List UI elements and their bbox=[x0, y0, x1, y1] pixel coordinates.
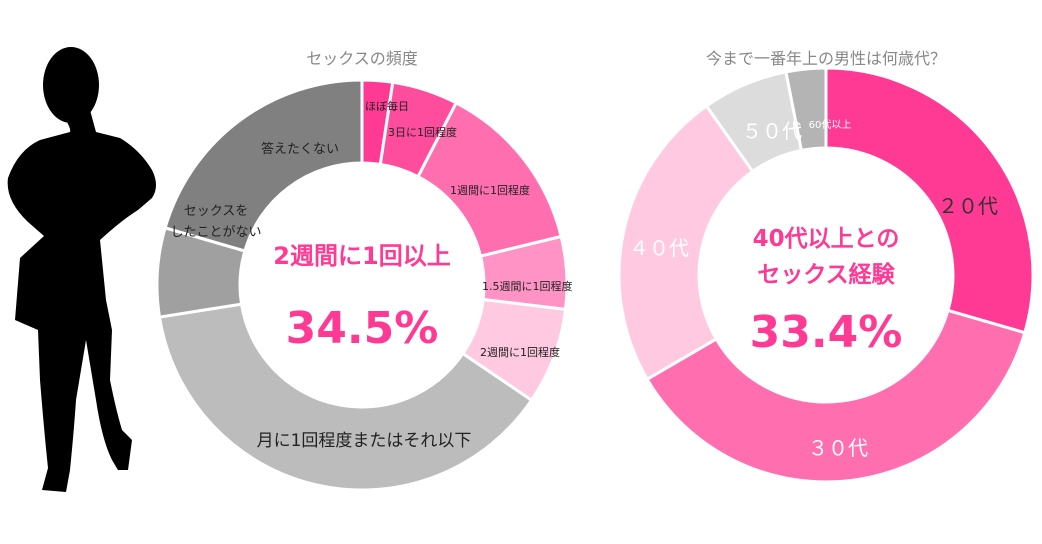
chart-title: 今まで一番年上の男性は何歳代？ bbox=[706, 49, 946, 68]
slice-label: ４０代 bbox=[629, 236, 689, 260]
slice-label: 2週間に1回程度 bbox=[480, 345, 560, 359]
chart-title: セックスの頻度 bbox=[306, 49, 418, 68]
slices-group bbox=[617, 66, 1035, 484]
slices-group bbox=[155, 78, 569, 492]
slice-label: セックスをしたことがない bbox=[170, 204, 261, 240]
slice-label: 答えたくない bbox=[261, 141, 339, 157]
slice-label: ２０代 bbox=[938, 194, 998, 218]
chart-oldest-partner: 今まで一番年上の男性は何歳代？ ２０代 ３０代 ４０代 ５０代 60代以上 40代以上と… bbox=[617, 49, 1035, 484]
center-value: 34.5% bbox=[286, 303, 439, 354]
woman-silhouette-icon bbox=[7, 47, 157, 492]
slice-label: ５０代 bbox=[742, 119, 802, 143]
pie-slice bbox=[617, 103, 755, 382]
slice-label: 3日に1回程度 bbox=[388, 125, 457, 139]
pie-slice bbox=[163, 78, 364, 253]
slice-label: 60代以上 bbox=[809, 119, 852, 131]
labels-group: ほぼ毎日 3日に1回程度 1週間に1回程度 1.5週間に1回程度 2週間に1回程度月に1… bbox=[170, 100, 572, 451]
pie-slice bbox=[784, 66, 828, 153]
labels-group: ２０代 ３０代 ４０代 ５０代 60代以上 bbox=[629, 119, 998, 460]
chart-frequency: セックスの頻度 ほぼ毎日 3日に1回程度 1週間に1回程度 1.5週間に1回程度 2週間… bbox=[155, 49, 573, 492]
slice-label: ほぼ毎日 bbox=[365, 100, 409, 113]
slice-label: 1.5週間に1回程度 bbox=[482, 279, 573, 293]
center-value: 33.4% bbox=[750, 307, 903, 358]
center-line-2: セックス経験 bbox=[757, 261, 895, 288]
pie-slice bbox=[157, 302, 534, 492]
slice-label: ３０代 bbox=[808, 436, 868, 460]
pie-slice bbox=[645, 308, 1027, 484]
slice-label: 月に1回程度またはそれ以下 bbox=[257, 431, 472, 451]
slice-label: 1週間に1回程度 bbox=[450, 183, 530, 197]
pie-slice bbox=[824, 66, 1035, 335]
center-line-1: 2週間に1回以上 bbox=[273, 242, 450, 270]
center-line-1: 40代以上との bbox=[753, 226, 900, 252]
